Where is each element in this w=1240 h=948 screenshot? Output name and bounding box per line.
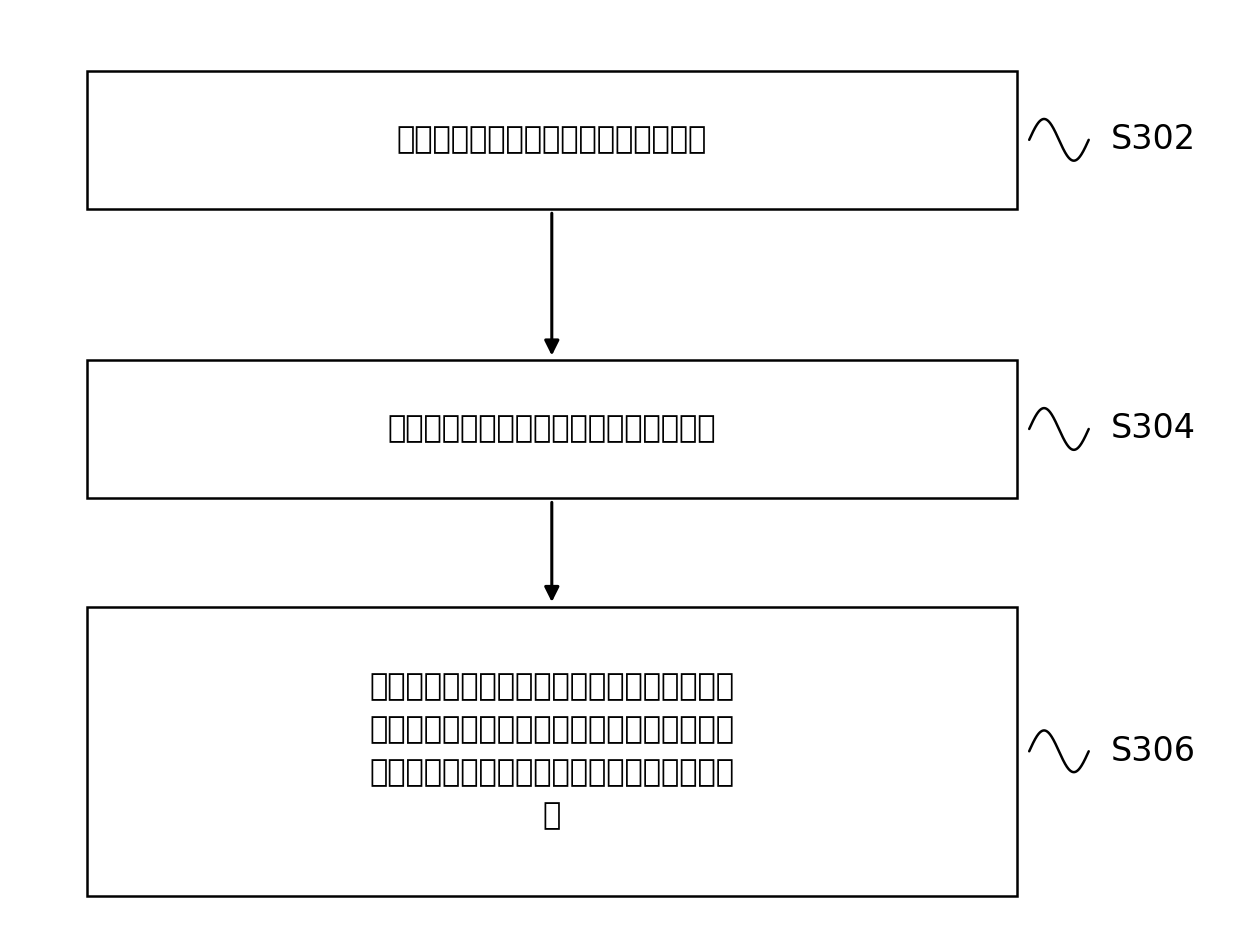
FancyBboxPatch shape <box>87 607 1017 896</box>
FancyBboxPatch shape <box>87 71 1017 209</box>
Text: S304: S304 <box>1111 412 1197 446</box>
Text: 将吸气压力与第一预设吸气压力进行比较: 将吸气压力与第一预设吸气压力进行比较 <box>388 414 715 444</box>
Text: S306: S306 <box>1111 735 1197 768</box>
Text: 如果持续在第一预设时间段内获取到的吸气压
力小于等于第一预设吸气压力，则开启旁通机
构，并将主路电子膨胀阀的开度调整为预设开
度: 如果持续在第一预设时间段内获取到的吸气压 力小于等于第一预设吸气压力，则开启旁通… <box>370 672 734 830</box>
FancyBboxPatch shape <box>87 360 1017 498</box>
Text: S302: S302 <box>1111 123 1197 156</box>
Text: 获取吸气压力传感器检测到的吸气压力: 获取吸气压力传感器检测到的吸气压力 <box>397 125 707 155</box>
